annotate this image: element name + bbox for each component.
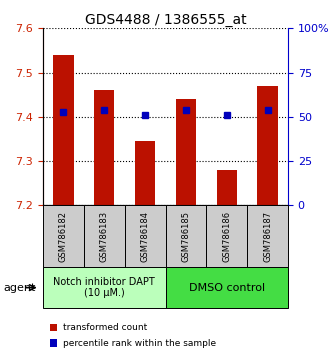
Text: agent: agent (3, 282, 36, 293)
Bar (53, 55, 73, 205)
Text: Notch inhibitor DAPT
(10 μM.): Notch inhibitor DAPT (10 μM.) (53, 277, 155, 298)
Bar (135, 141, 155, 205)
Text: percentile rank within the sample: percentile rank within the sample (63, 339, 216, 348)
Text: GSM786182: GSM786182 (59, 211, 68, 262)
Text: DMSO control: DMSO control (189, 282, 265, 293)
Text: transformed count: transformed count (63, 323, 147, 332)
Title: GDS4488 / 1386555_at: GDS4488 / 1386555_at (85, 13, 246, 27)
Text: GSM786184: GSM786184 (141, 211, 150, 262)
Bar (94, 90, 115, 205)
Text: GSM786183: GSM786183 (100, 211, 109, 262)
Text: GSM786187: GSM786187 (263, 211, 272, 262)
Bar (176, 99, 196, 205)
Bar (257, 86, 278, 205)
Bar (216, 170, 237, 205)
Text: GSM786186: GSM786186 (222, 211, 231, 262)
Text: GSM786185: GSM786185 (181, 211, 190, 262)
